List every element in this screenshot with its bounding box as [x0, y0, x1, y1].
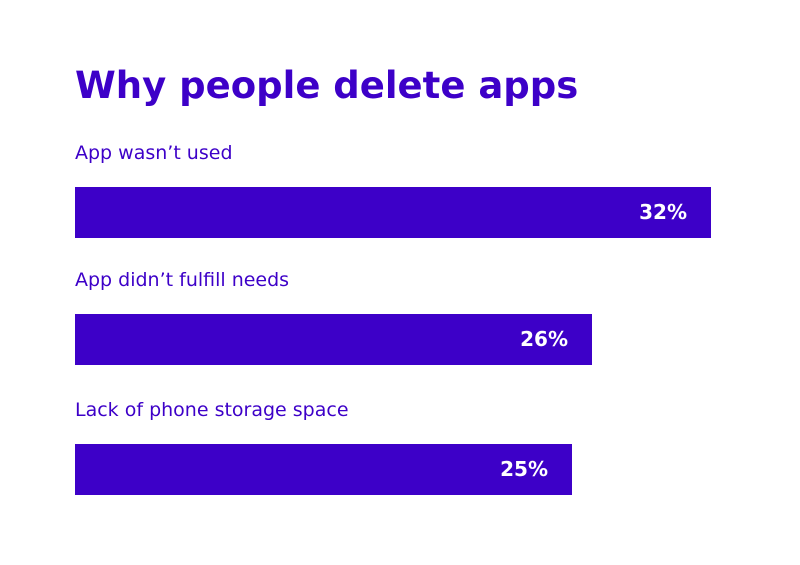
- bar-not-used: 32%: [75, 187, 711, 238]
- bar-value-not-used: 32%: [639, 200, 687, 224]
- bar-label-not-used: App wasn’t used: [75, 142, 233, 164]
- bar-didnt-fulfill-needs: 26%: [75, 314, 592, 365]
- bar-value-didnt-fulfill-needs: 26%: [520, 327, 568, 351]
- bar-lack-of-storage: 25%: [75, 444, 572, 495]
- chart-title: Why people delete apps: [75, 64, 579, 107]
- bar-value-lack-of-storage: 25%: [500, 457, 548, 481]
- bar-label-didnt-fulfill-needs: App didn’t fulfill needs: [75, 269, 290, 291]
- bar-label-lack-of-storage: Lack of phone storage space: [75, 399, 349, 421]
